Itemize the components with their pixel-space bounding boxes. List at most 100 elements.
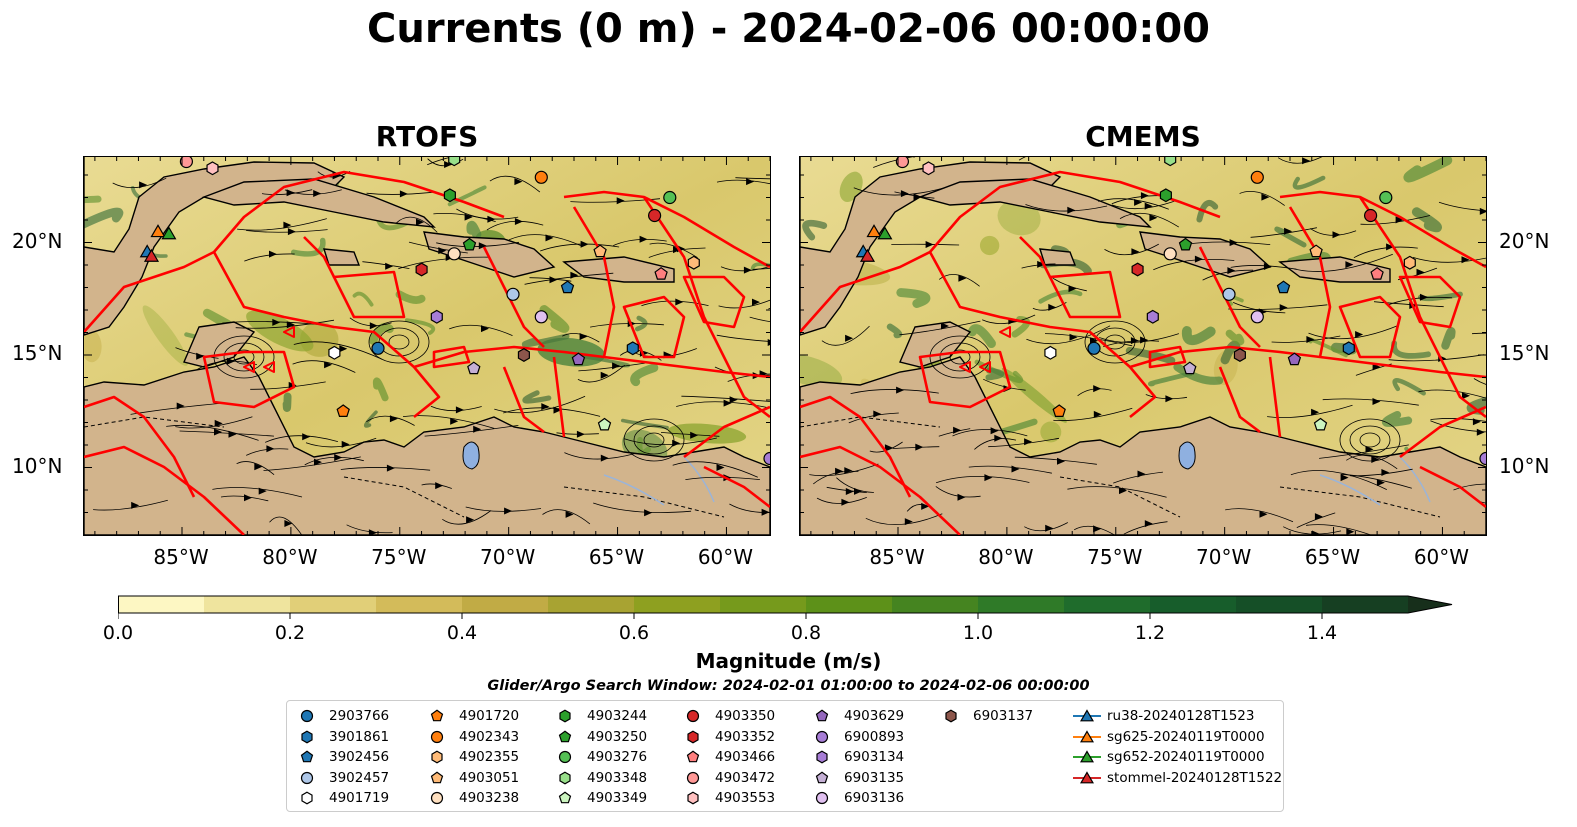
lon-tick-label: 65°W [1304,545,1361,569]
legend-label: 4903472 [715,769,776,786]
legend-label: 3901861 [329,728,390,745]
legend-marker [815,770,829,783]
legend-marker [815,709,829,722]
marker-3902457 [1222,287,1236,301]
map-panel-rtofs[interactable] [83,156,771,536]
panel-title-cmems: CMEMS [1085,120,1201,153]
lat-tick-label: 20°N [1499,228,1550,253]
marker-4903466 [1370,266,1384,280]
marker-4903276 [663,190,677,205]
marker-4903466 [654,266,668,280]
marker-4901719 [1044,345,1057,360]
colorbar-bin [1236,596,1323,613]
legend-label: 4903348 [587,769,648,786]
frame-ticks [84,157,770,535]
legend-label: sg652-20240119T0000 [1107,749,1265,765]
lon-tick-label: 75°W [1087,545,1143,569]
legend-label: 2903766 [329,708,390,724]
marker-2903766 [1087,341,1101,355]
legend-label: 4903250 [587,728,648,745]
colorbar-bin [892,596,979,613]
marker-4902343 [1250,170,1264,184]
colorbar-tick-label: 0.4 [446,622,478,644]
lon-tick-label: 80°W [978,545,1034,569]
legend-marker [558,791,572,804]
marker-3902456 [1276,280,1291,294]
map-canvas-rtofs [84,157,770,535]
legend-label: 4903629 [844,708,905,724]
marker-6903134 [430,309,443,324]
colorbar-tick-label: 0.0 [102,622,134,644]
legend-label: 6903137 [973,708,1034,724]
legend-label: 4903352 [715,728,776,745]
float-markers [855,157,1486,466]
marker-4903629 [571,352,586,366]
marker-sg652-20240119T0000 [161,226,177,240]
colorbar-bin [118,596,205,613]
legend-marker [1073,709,1101,722]
legend-marker [558,750,572,764]
colorbar-bin [376,596,463,613]
marker-4901720 [1052,404,1066,418]
marker-4903553 [206,161,219,176]
marker-4903244 [1159,188,1172,203]
legend-marker [816,750,828,764]
marker-4903349 [597,417,612,431]
panel-title-rtofs: RTOFS [375,120,479,153]
legend-marker [431,750,443,764]
marker-3902457 [506,287,520,301]
legend-label: 6903135 [844,769,905,786]
marker-4903051 [593,244,607,258]
lon-tick-label: 70°W [1196,545,1252,569]
legend-marker [558,729,572,742]
eez-boundaries [84,170,770,535]
legend-marker [686,750,700,763]
marker-sg625-20240119T0000 [150,224,166,238]
marker-6903137 [517,348,530,362]
legend-marker [301,791,313,805]
legend-label: stommel-20240128T1522 [1107,769,1283,786]
marker-sg652-20240119T0000 [877,226,893,240]
legend-label: 4903350 [715,708,776,724]
lat-tick-label: 10°N [12,453,63,478]
marker-4903350 [647,208,662,223]
legend-marker [686,709,700,723]
colorbar-bin [634,596,721,613]
legend-marker [430,730,444,743]
marker-stommel-20240128T1522 [143,248,160,262]
marker-4903348 [1164,157,1177,167]
marker-4903276 [1379,190,1393,205]
colorbar-label: Magnitude (m/s) [695,649,882,673]
streamlines [93,157,770,535]
marker-4902355 [1403,255,1416,270]
legend-label: 4903238 [459,790,520,806]
colorbar-bin [462,596,549,613]
colorbar-tick-label: 1.4 [1306,622,1338,644]
lon-tick-label: 85°W [153,545,209,569]
lon-tick-label: 80°W [262,545,318,569]
marker-4903553 [922,161,935,176]
legend-label: ru38-20240128T1523 [1107,708,1255,724]
lat-tick-label: 20°N [12,228,63,253]
marker-4902355 [687,255,700,270]
colorbar-canvas [117,595,1453,619]
legend-label: 4903244 [587,708,648,724]
map-panel-cmems[interactable] [799,156,1487,536]
legend-marker [430,709,444,722]
marker-4903472 [179,157,193,169]
colorbar-tick-label: 0.8 [790,622,822,644]
legend-marker [300,709,314,723]
marker-4903238 [447,247,461,261]
legend-label: 6903136 [844,790,905,806]
land-masses [800,157,1486,535]
float-markers [139,157,770,466]
colorbar-bin [806,596,893,613]
legend-marker [815,730,829,743]
legend-marker [687,791,699,805]
marker-4903250 [462,237,477,251]
marker-stommel-20240128T1522 [859,248,876,262]
marker-4903051 [1309,244,1323,258]
legend-marker [301,730,313,743]
legend-marker [430,791,444,805]
colorbar [117,595,1458,625]
